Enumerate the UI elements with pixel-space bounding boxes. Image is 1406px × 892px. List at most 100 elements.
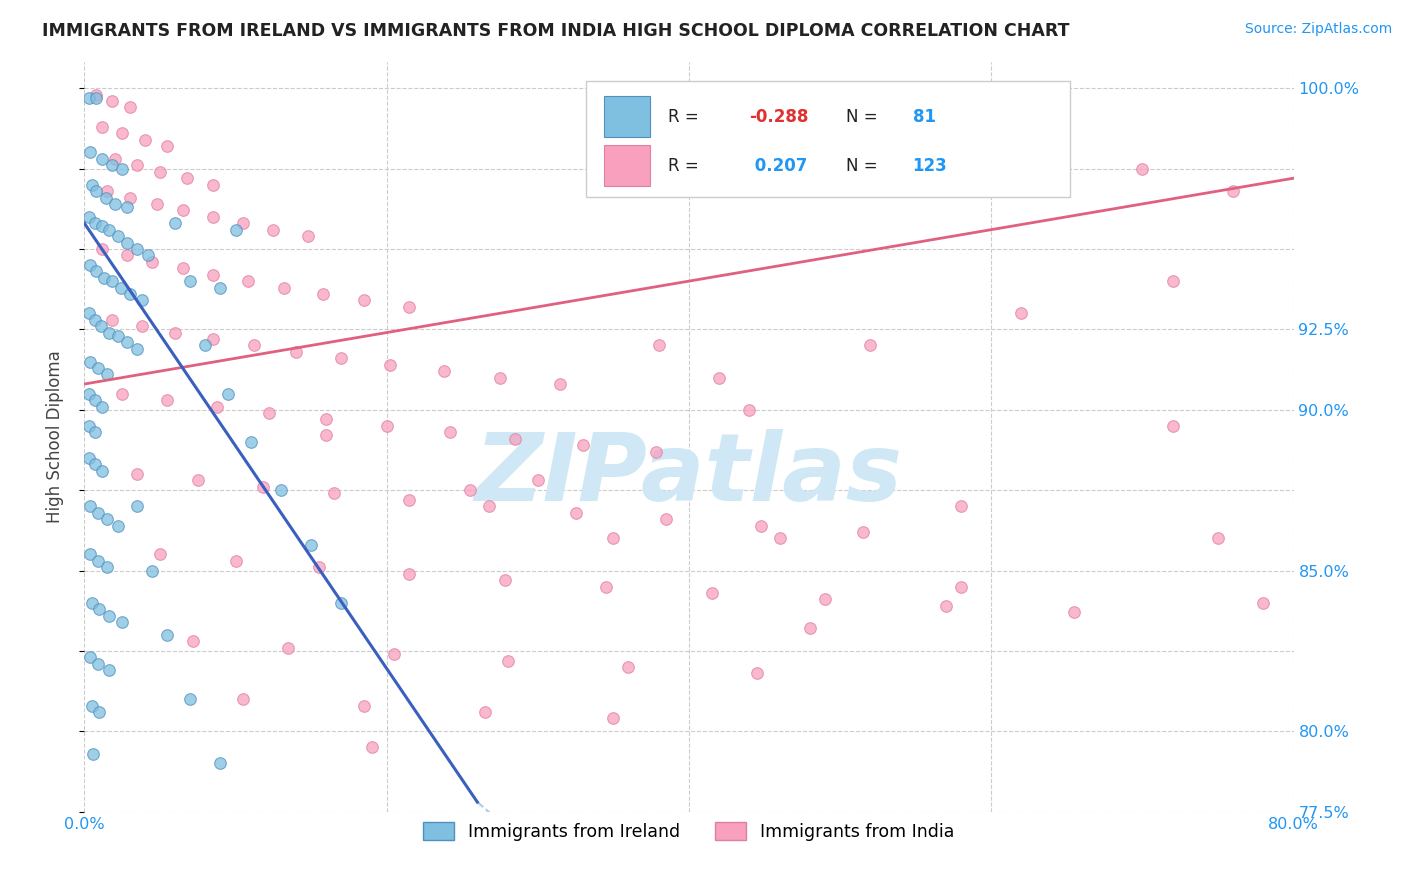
Point	[322, 486, 344, 500]
Point	[398, 300, 420, 314]
Point	[398, 566, 420, 581]
Point	[110, 280, 132, 294]
Point	[738, 402, 761, 417]
Text: 123: 123	[912, 157, 948, 175]
FancyBboxPatch shape	[586, 81, 1070, 197]
Point	[84, 458, 107, 472]
Point	[107, 229, 129, 244]
Point	[217, 386, 239, 401]
Point	[86, 184, 108, 198]
Point	[96, 560, 118, 574]
Point	[262, 222, 284, 236]
Point	[80, 178, 103, 192]
Point	[859, 338, 882, 352]
Point	[769, 532, 792, 546]
Point	[194, 338, 217, 352]
Point	[179, 692, 201, 706]
Point	[104, 197, 127, 211]
Point	[644, 444, 666, 458]
Point	[458, 483, 481, 497]
Point	[79, 258, 101, 272]
Point	[115, 235, 138, 250]
Point	[433, 364, 456, 378]
Point	[709, 370, 731, 384]
Point	[127, 342, 149, 356]
Point	[617, 660, 640, 674]
Point	[146, 197, 169, 211]
Point	[84, 425, 107, 440]
Point	[77, 210, 100, 224]
Point	[648, 338, 671, 352]
Text: -0.288: -0.288	[749, 108, 808, 126]
Point	[950, 500, 973, 514]
Point	[494, 573, 516, 587]
Point	[375, 418, 398, 433]
Text: 0.207: 0.207	[749, 157, 808, 175]
Text: N =: N =	[846, 157, 883, 175]
Text: R =: R =	[668, 157, 704, 175]
Point	[814, 592, 837, 607]
Point	[478, 500, 501, 514]
Point	[242, 338, 264, 352]
Point	[852, 524, 875, 539]
Point	[330, 596, 353, 610]
Point	[96, 512, 118, 526]
Point	[655, 512, 678, 526]
Point	[127, 158, 149, 172]
Point	[115, 248, 138, 262]
Text: Source: ZipAtlas.com: Source: ZipAtlas.com	[1244, 22, 1392, 37]
Point	[100, 158, 122, 172]
Point	[503, 432, 526, 446]
Point	[236, 274, 259, 288]
Point	[115, 200, 138, 214]
Point	[131, 319, 153, 334]
Point	[100, 312, 122, 326]
Bar	[605, 96, 650, 137]
Point	[96, 184, 118, 198]
Point	[312, 287, 335, 301]
Point	[127, 242, 149, 256]
Point	[209, 280, 232, 294]
Point	[100, 274, 122, 288]
Text: N =: N =	[846, 108, 883, 126]
Point	[277, 640, 299, 655]
Point	[1161, 274, 1184, 288]
Point	[77, 306, 100, 320]
Point	[595, 580, 617, 594]
Point	[378, 358, 401, 372]
Point	[90, 319, 112, 334]
Point	[156, 139, 179, 153]
Point	[77, 91, 100, 105]
Point	[91, 219, 114, 234]
Text: 81: 81	[912, 108, 935, 126]
Point	[165, 216, 187, 230]
Point	[201, 178, 224, 192]
Point	[84, 312, 107, 326]
Point	[1063, 605, 1085, 619]
Point	[127, 467, 149, 481]
Point	[315, 412, 337, 426]
Point	[602, 532, 624, 546]
Point	[87, 360, 110, 375]
Point	[550, 377, 572, 392]
Point	[141, 255, 163, 269]
Point	[209, 756, 232, 771]
Point	[91, 242, 114, 256]
Point	[489, 370, 512, 384]
Point	[97, 608, 120, 623]
Point	[382, 647, 405, 661]
Point	[1161, 418, 1184, 433]
Point	[77, 450, 100, 465]
Point	[91, 152, 114, 166]
Point	[80, 698, 103, 713]
Point	[239, 434, 262, 449]
Point	[1253, 596, 1275, 610]
Point	[149, 548, 172, 562]
Point	[97, 663, 120, 677]
Point	[527, 474, 550, 488]
Point	[149, 165, 172, 179]
Point	[77, 386, 100, 401]
Point	[398, 492, 420, 507]
Point	[86, 91, 108, 105]
Point	[201, 268, 224, 282]
